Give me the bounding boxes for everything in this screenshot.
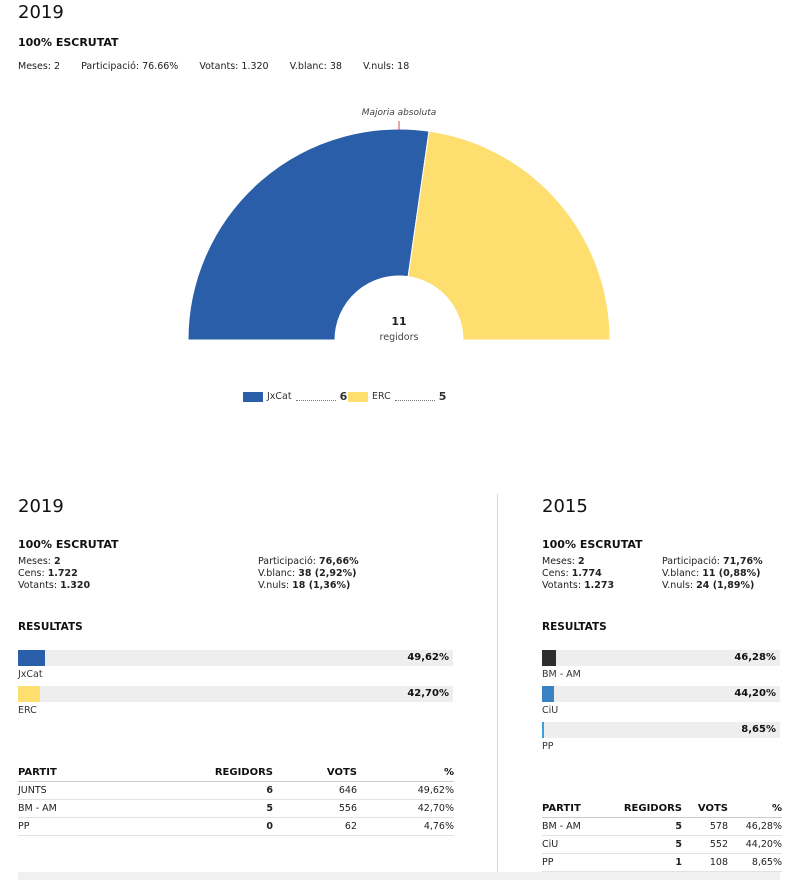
bar-pct: 49,62% [407, 652, 449, 663]
left-results-table: PARTIT REGIDORS VOTS % JUNTS 6 646 49,62… [18, 767, 454, 836]
top-escrutat: 100% ESCRUTAT [18, 36, 119, 49]
table-row: PP 0 62 4,76% [18, 817, 454, 836]
right-year: 2015 [542, 496, 588, 517]
majority-label: Majoria absoluta [362, 108, 437, 118]
left-participacio: 76,66% [319, 556, 359, 567]
legend-dots [295, 392, 336, 401]
right-bar-bm-am: 46,28% [542, 650, 780, 666]
top-stat-vnuls: V.nuls: 18 [363, 61, 410, 72]
table-row: CiU 5 552 44,20% [542, 835, 782, 854]
col-partit: PARTIT [542, 803, 614, 818]
right-escrutat: 100% ESCRUTAT [542, 538, 643, 551]
right-stats-col1: Meses: 2 Cens: 1.774 Votants: 1.273 [542, 556, 615, 591]
left-resultats-heading: RESULTATS [18, 621, 83, 633]
left-vblanc: 38 (2,92%) [298, 568, 357, 579]
legend-dots [394, 392, 435, 401]
bar-fill [18, 686, 40, 702]
top-stat-meses: Meses: 2 [18, 61, 61, 72]
right-meses: 2 [578, 556, 585, 567]
right-resultats-heading: RESULTATS [542, 621, 607, 633]
bar-fill [18, 650, 45, 666]
legend-label: ERC [372, 391, 391, 402]
left-year: 2019 [18, 496, 64, 517]
bar-pct: 8,65% [741, 724, 776, 735]
center-label: regidors [380, 332, 419, 343]
col-pct: % [728, 803, 782, 818]
table-row: BM - AM 5 578 46,28% [542, 817, 782, 836]
bar-label: ERC [18, 705, 37, 716]
left-bar-jxcat: 49,62% [18, 650, 453, 666]
top-stat-votants: Votants: 1.320 [199, 61, 269, 72]
bar-label: BM - AM [542, 669, 581, 680]
bar-fill [542, 722, 545, 738]
bar-pct: 46,28% [734, 652, 776, 663]
hemicycle-chart: Majoria absoluta 11 regidors [187, 108, 611, 343]
bar-label: CiU [542, 705, 559, 716]
legend-item-jxcat: JxCat 6 [243, 390, 347, 403]
right-stats-col2: Participació: 71,76% V.blanc: 11 (0,88%)… [662, 556, 763, 591]
bar-fill [542, 650, 556, 666]
right-cens: 1.774 [571, 568, 602, 579]
legend-item-erc: ERC 5 [348, 390, 446, 403]
left-votants: 1.320 [60, 580, 91, 591]
left-vnuls: 18 (1,36%) [292, 580, 351, 591]
left-meses: 2 [54, 556, 61, 567]
bar-label: PP [542, 741, 554, 752]
slice-erc [407, 130, 611, 341]
legend-swatch [348, 391, 368, 402]
top-stat-participacio: Participació: 76.66% [81, 61, 179, 72]
legend-value: 5 [438, 390, 447, 403]
col-vots: VOTS [682, 803, 728, 818]
right-bar-pp: 8,65% [542, 722, 780, 738]
top-stat-vblanc: V.blanc: 38 [289, 61, 342, 72]
table-row: PP 1 108 8,65% [542, 853, 782, 872]
right-results-table: PARTIT REGIDORS VOTS % BM - AM 5 578 46,… [542, 803, 782, 872]
left-stats-col1: Meses: 2 Cens: 1.722 Votants: 1.320 [18, 556, 91, 591]
column-divider [497, 494, 498, 874]
col-regidors: REGIDORS [614, 803, 682, 818]
slice-jxcat [187, 128, 430, 341]
col-partit: PARTIT [18, 767, 158, 782]
legend-swatch [243, 391, 263, 402]
footer-strip [18, 872, 780, 880]
top-year: 2019 [18, 2, 64, 23]
top-stats: Meses: 2 Participació: 76.66% Votants: 1… [18, 61, 427, 72]
bar-pct: 44,20% [734, 688, 776, 699]
table-row: JUNTS 6 646 49,62% [18, 781, 454, 800]
left-cens: 1.722 [47, 568, 78, 579]
legend-label: JxCat [267, 391, 292, 402]
bar-pct: 42,70% [407, 688, 449, 699]
right-participacio: 71,76% [723, 556, 763, 567]
left-escrutat: 100% ESCRUTAT [18, 538, 119, 551]
left-stats-col2: Participació: 76,66% V.blanc: 38 (2,92%)… [258, 556, 359, 591]
left-bar-erc: 42,70% [18, 686, 453, 702]
center-value: 11 [391, 315, 406, 328]
right-bar-ciu: 44,20% [542, 686, 780, 702]
right-vblanc: 11 (0,88%) [702, 568, 761, 579]
col-pct: % [357, 767, 454, 782]
legend-value: 6 [339, 390, 348, 403]
table-row: BM - AM 5 556 42,70% [18, 799, 454, 818]
bar-label: JxCat [18, 669, 43, 680]
bar-fill [542, 686, 555, 702]
col-regidors: REGIDORS [158, 767, 273, 782]
right-vnuls: 24 (1,89%) [696, 580, 755, 591]
right-votants: 1.273 [584, 580, 615, 591]
col-vots: VOTS [273, 767, 357, 782]
